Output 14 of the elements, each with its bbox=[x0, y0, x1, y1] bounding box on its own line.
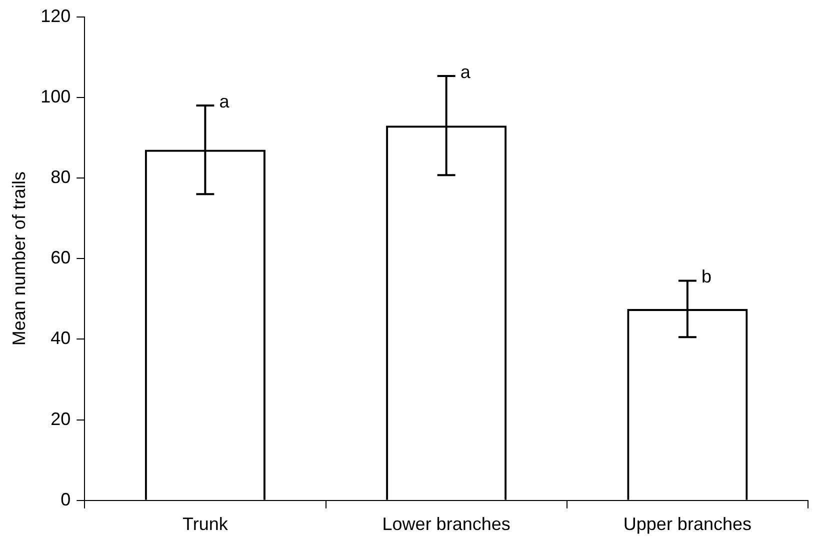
y-tick-label: 80 bbox=[50, 166, 71, 187]
annotation: a bbox=[219, 91, 230, 112]
x-tick-label: Lower branches bbox=[382, 514, 510, 534]
y-axis-title: Mean number of trails bbox=[8, 172, 29, 346]
y-tick-label: 0 bbox=[60, 489, 71, 510]
y-tick-label: 40 bbox=[50, 328, 71, 348]
x-tick-label: Trunk bbox=[182, 514, 229, 534]
y-tick-label: 20 bbox=[50, 408, 71, 429]
y-tick-label: 120 bbox=[40, 6, 71, 26]
x-tick-label: Upper branches bbox=[623, 514, 752, 534]
y-tick-label: 100 bbox=[40, 86, 71, 106]
y-tick-label: 60 bbox=[50, 248, 71, 268]
annotation: a bbox=[460, 62, 472, 82]
annotation: b bbox=[701, 266, 712, 287]
